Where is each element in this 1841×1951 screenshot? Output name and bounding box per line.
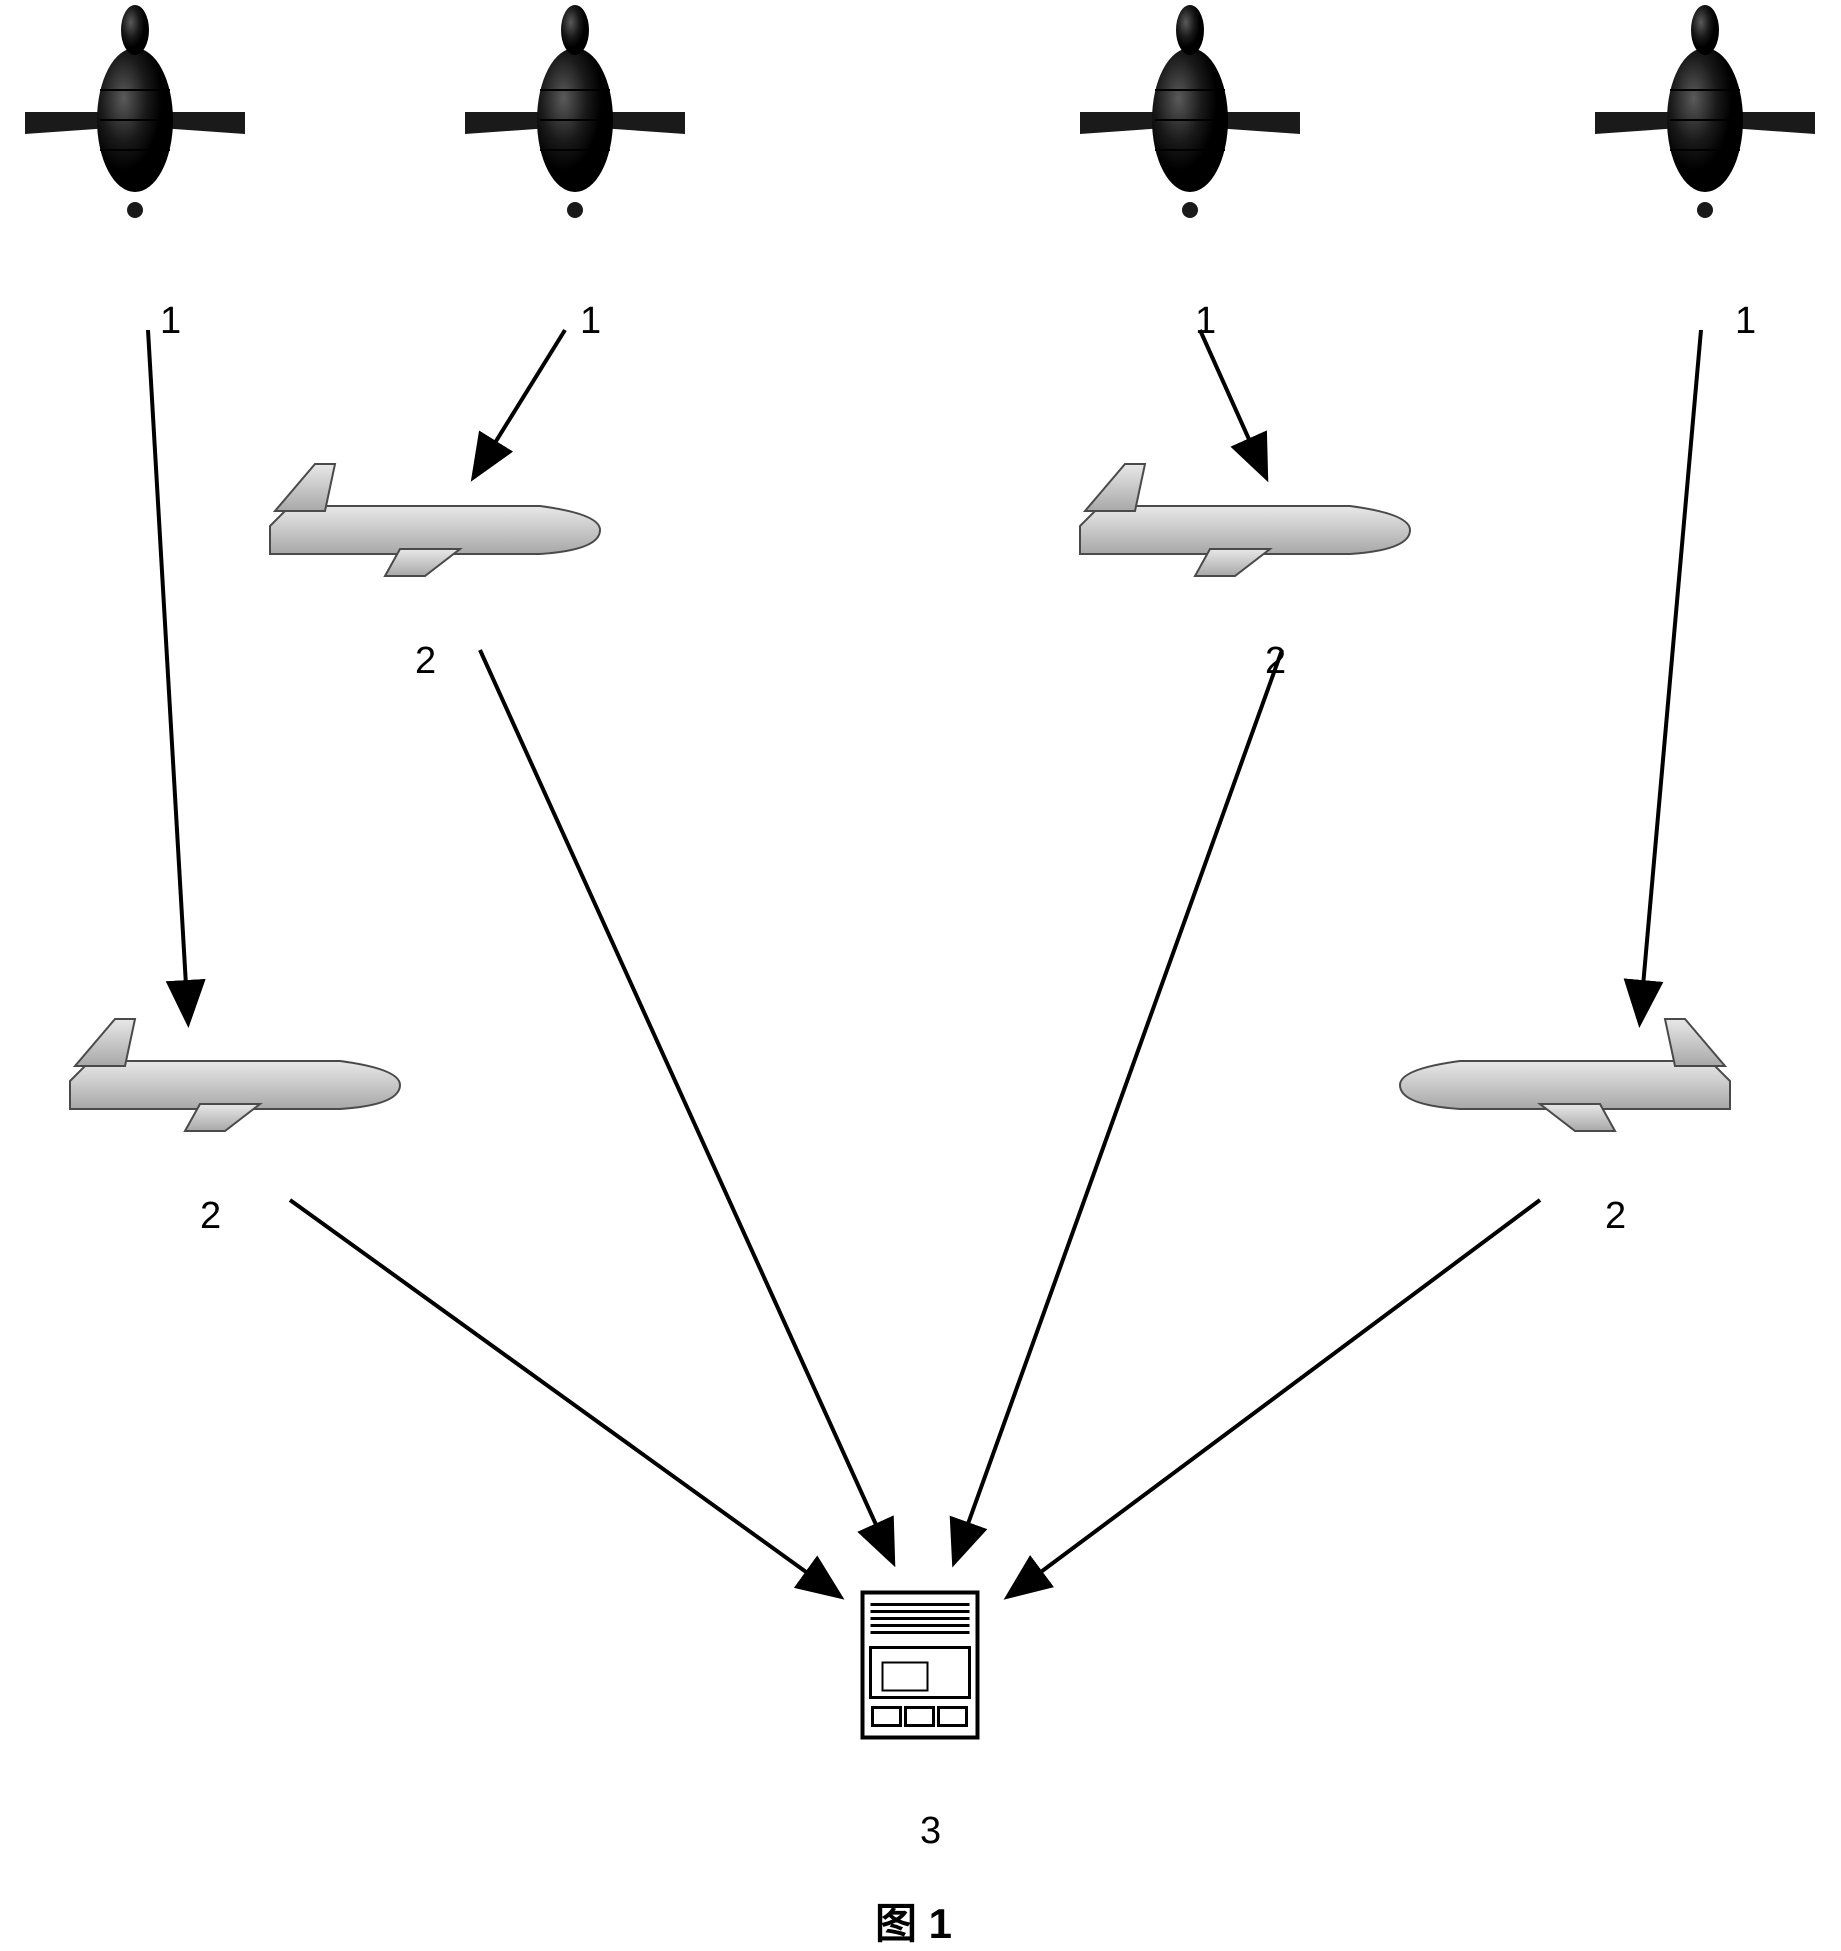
figure-caption: 图 1 [875, 1890, 952, 1951]
aircraft-icon [1400, 1019, 1730, 1131]
satellite-icon [465, 5, 685, 218]
node-label: 1 [580, 300, 601, 343]
aircraft-icon [70, 1019, 400, 1131]
edge-arrow [1010, 1200, 1540, 1595]
satellites-group [25, 5, 1815, 218]
edge-arrow [475, 330, 565, 475]
satellite-icon [1080, 5, 1300, 218]
node-label: 1 [1735, 300, 1756, 343]
edge-arrow [148, 330, 188, 1020]
aircraft-group [70, 464, 1730, 1131]
aircraft-icon [1080, 464, 1410, 576]
node-label: 2 [415, 640, 436, 683]
node-label: 2 [1605, 1195, 1626, 1238]
satellite-icon [25, 5, 245, 218]
ground-station-icon [863, 1593, 978, 1738]
edge-arrow [480, 650, 892, 1560]
node-label: 2 [1265, 640, 1286, 683]
diagram-canvas [0, 0, 1841, 1922]
edge-arrow [1200, 330, 1265, 475]
aircraft-icon [270, 464, 600, 576]
ground-station [863, 1593, 978, 1738]
node-label: 2 [200, 1195, 221, 1238]
node-label: 3 [920, 1810, 941, 1853]
edge-arrow [1640, 330, 1701, 1020]
node-label: 1 [1195, 300, 1216, 343]
satellite-icon [1595, 5, 1815, 218]
node-label: 1 [160, 300, 181, 343]
edge-arrow [955, 650, 1282, 1560]
